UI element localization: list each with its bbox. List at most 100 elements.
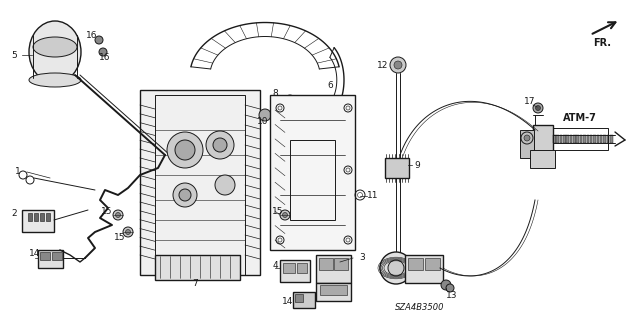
Text: 5: 5	[11, 50, 17, 60]
Ellipse shape	[29, 21, 81, 83]
Bar	[316, 283, 351, 301]
Bar	[408, 258, 423, 270]
Bar	[553, 135, 556, 143]
Bar	[604, 135, 606, 143]
Circle shape	[125, 229, 131, 234]
Circle shape	[215, 175, 235, 195]
Bar	[155, 255, 240, 280]
Text: 16: 16	[86, 31, 98, 40]
Bar	[570, 135, 572, 143]
Text: ATM-7: ATM-7	[563, 113, 597, 123]
Bar	[40, 213, 44, 221]
Text: 2: 2	[11, 209, 17, 218]
Bar	[553, 128, 608, 150]
Circle shape	[533, 103, 543, 113]
Ellipse shape	[29, 73, 81, 87]
Circle shape	[521, 132, 533, 144]
Bar	[297, 263, 307, 273]
Bar	[270, 95, 355, 250]
Text: 12: 12	[378, 61, 388, 70]
Bar	[590, 135, 593, 143]
Circle shape	[524, 135, 530, 141]
Circle shape	[390, 57, 406, 73]
Bar	[155, 95, 245, 275]
Bar	[280, 260, 310, 282]
Circle shape	[285, 95, 295, 105]
Text: 3: 3	[359, 254, 365, 263]
Bar	[563, 135, 566, 143]
Text: FR.: FR.	[593, 38, 611, 48]
Text: 14: 14	[282, 298, 294, 307]
Bar	[334, 258, 348, 270]
Bar	[28, 213, 32, 221]
Text: 15: 15	[115, 234, 125, 242]
Ellipse shape	[33, 37, 77, 57]
Bar	[425, 258, 440, 270]
Text: 13: 13	[446, 291, 458, 300]
Text: 1: 1	[15, 167, 21, 176]
Circle shape	[441, 280, 451, 290]
Bar	[316, 255, 351, 283]
Bar	[610, 135, 612, 143]
Bar	[560, 135, 562, 143]
Bar	[607, 135, 609, 143]
Circle shape	[173, 183, 197, 207]
Text: 4: 4	[272, 261, 278, 270]
Bar	[580, 135, 582, 143]
Bar	[290, 140, 335, 220]
Text: 17: 17	[524, 98, 536, 107]
Bar	[283, 263, 295, 273]
Circle shape	[113, 210, 123, 220]
Circle shape	[388, 260, 404, 276]
Circle shape	[95, 36, 103, 44]
Bar	[22, 210, 54, 232]
Circle shape	[259, 109, 271, 121]
Bar	[320, 285, 347, 295]
Text: 9: 9	[414, 160, 420, 169]
Text: 6: 6	[327, 80, 333, 90]
Bar	[40, 252, 50, 260]
Circle shape	[380, 252, 412, 284]
Circle shape	[446, 284, 454, 292]
Circle shape	[282, 212, 287, 218]
Bar	[566, 135, 569, 143]
Bar	[140, 90, 260, 275]
Bar	[293, 292, 315, 308]
Circle shape	[123, 227, 133, 237]
Circle shape	[394, 61, 402, 69]
Text: SZA4B3500: SZA4B3500	[396, 303, 445, 313]
Bar	[385, 158, 409, 178]
Circle shape	[179, 189, 191, 201]
Text: 14: 14	[29, 249, 41, 257]
Bar	[405, 255, 443, 283]
Bar	[596, 135, 599, 143]
Bar	[319, 258, 333, 270]
Circle shape	[175, 140, 195, 160]
Bar	[556, 135, 559, 143]
Circle shape	[167, 132, 203, 168]
Text: 15: 15	[272, 207, 284, 217]
Bar	[573, 135, 575, 143]
Circle shape	[115, 212, 120, 218]
Text: 11: 11	[367, 191, 379, 201]
Bar	[530, 150, 555, 168]
Circle shape	[206, 131, 234, 159]
Bar	[38, 250, 63, 268]
Bar	[586, 135, 589, 143]
Circle shape	[536, 106, 541, 110]
Text: 16: 16	[99, 53, 111, 62]
Bar	[520, 130, 534, 158]
Text: 8: 8	[272, 88, 278, 98]
Text: 15: 15	[101, 207, 113, 217]
Bar	[52, 252, 62, 260]
Text: 10: 10	[257, 117, 269, 127]
Bar	[583, 135, 586, 143]
Bar	[533, 125, 553, 160]
Bar	[295, 294, 303, 302]
Circle shape	[213, 138, 227, 152]
Text: 7: 7	[192, 278, 198, 287]
Circle shape	[280, 210, 290, 220]
Bar	[34, 213, 38, 221]
Bar	[593, 135, 596, 143]
Bar	[46, 213, 50, 221]
